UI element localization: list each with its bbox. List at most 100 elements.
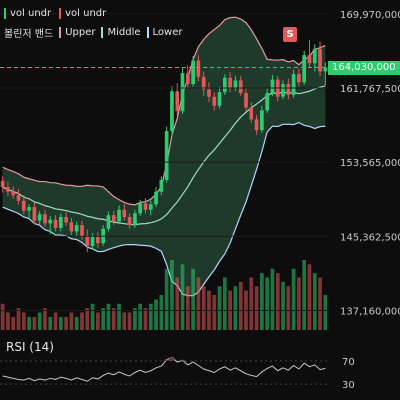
candle-body: [127, 216, 132, 226]
rsi-title: RSI (14): [6, 340, 54, 354]
rsi-level-label: 70: [342, 357, 355, 368]
upper-label: Upper: [65, 27, 96, 38]
candle-body: [307, 55, 312, 64]
candle-body: [191, 60, 195, 85]
volume-bar: [201, 286, 206, 330]
y-tick-label: 169,970,000: [340, 10, 400, 21]
volume-bar: [80, 312, 84, 330]
sell-signal-badge[interactable]: S: [283, 27, 297, 42]
candle-body: [133, 213, 137, 226]
volume-bar: [127, 312, 132, 330]
volume-bar: [270, 268, 275, 330]
candle-body: [21, 200, 26, 211]
vol-down-swatch: [59, 8, 62, 19]
candle-body: [228, 77, 232, 89]
candle-body: [96, 236, 100, 244]
vol-down-label: vol undr: [65, 8, 107, 19]
volume-bar: [164, 268, 169, 330]
volume-bar: [85, 308, 90, 330]
candle-body: [318, 48, 322, 72]
volume-bar: [265, 277, 270, 330]
volume-bar: [117, 303, 121, 330]
volume-bar: [58, 316, 63, 330]
candle-body: [37, 214, 42, 221]
candle-body: [175, 91, 180, 112]
candle-body: [43, 214, 47, 224]
volume-bar: [90, 303, 95, 330]
volume-legend: vol undr vol undr: [4, 8, 106, 19]
candle-body: [222, 77, 227, 93]
candle-body: [16, 195, 21, 201]
volume-bar: [133, 308, 137, 330]
volume-bar: [6, 312, 10, 330]
candle-body: [154, 191, 158, 205]
volume-bar: [217, 286, 222, 330]
volume-bar: [138, 303, 143, 330]
candle-body: [180, 73, 185, 112]
volume-bar: [196, 277, 201, 330]
candle-body: [138, 203, 143, 214]
candle-body: [58, 216, 63, 228]
volume-bar: [21, 312, 26, 330]
candle-body: [85, 235, 90, 246]
candle-body: [260, 110, 264, 131]
upper-band-line: [2, 16, 326, 206]
volume-bar: [43, 308, 47, 330]
volume-bar: [27, 316, 31, 330]
volume-bar: [275, 273, 280, 330]
volume-bar: [297, 277, 301, 330]
bollinger-label: 볼린저 밴드: [4, 29, 54, 40]
candle-body: [238, 80, 243, 94]
candle-body: [159, 179, 164, 192]
candle-body: [254, 119, 259, 131]
volume-bar: [254, 286, 259, 330]
candle-body: [265, 93, 270, 111]
volume-bar: [111, 308, 116, 330]
y-tick-label: 137,160,000: [340, 306, 400, 317]
volume-bar: [233, 286, 238, 330]
candle-body: [212, 96, 217, 106]
candle-body: [143, 203, 148, 210]
candle-body: [74, 225, 79, 232]
volume-bar: [185, 286, 190, 330]
candle-body: [170, 91, 174, 132]
candle-body: [164, 131, 169, 180]
volume-bar: [32, 316, 37, 330]
y-tick-label: 153,565,000: [340, 158, 400, 169]
candle-body: [80, 225, 84, 236]
volume-bar: [0, 303, 5, 330]
candle-body: [249, 107, 254, 120]
candle-body: [286, 84, 291, 95]
volume-bar: [11, 316, 16, 330]
volume-bar: [312, 273, 317, 330]
candle-body: [32, 207, 37, 221]
candle-body: [148, 204, 153, 210]
y-tick-label: 145,362,500: [340, 232, 400, 243]
candle-body: [312, 48, 317, 64]
candle-body: [64, 216, 68, 223]
candle-body: [117, 209, 121, 222]
volume-bar: [96, 312, 100, 330]
rsi-line: [2, 356, 326, 382]
current-price-tag: 164,030,000: [328, 60, 400, 75]
volume-bar: [148, 303, 153, 330]
volume-bar: [291, 268, 296, 330]
y-tick-label: 161,767,500: [340, 84, 400, 95]
volume-bar: [170, 260, 174, 330]
candle-body: [323, 67, 328, 72]
volume-bar: [143, 308, 148, 330]
volume-bar: [318, 277, 322, 330]
bollinger-fill: [2, 17, 326, 296]
vol-up-swatch: [4, 8, 6, 19]
lower-label: Lower: [152, 27, 183, 38]
volume-bar: [222, 277, 227, 330]
volume-bar: [180, 264, 185, 330]
middle-swatch: [101, 27, 104, 38]
candle-body: [233, 80, 238, 89]
candle-body: [196, 60, 201, 77]
volume-bar: [154, 299, 158, 330]
volume-bar: [191, 268, 195, 330]
volume-bar: [281, 281, 285, 330]
vol-up-label: vol undr: [10, 8, 52, 19]
volume-bar: [260, 273, 264, 330]
